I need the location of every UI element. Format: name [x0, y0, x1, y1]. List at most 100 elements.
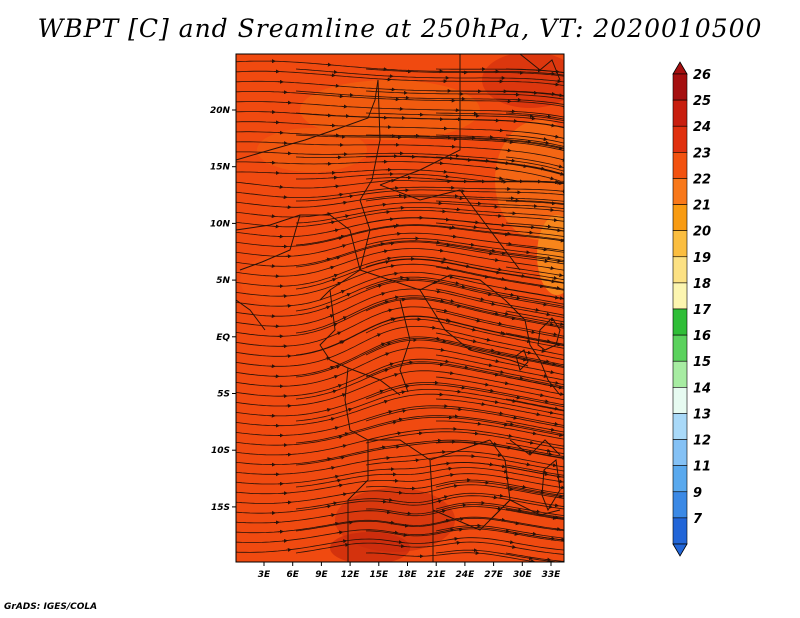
streamline-arrow — [448, 371, 455, 376]
colorbar-swatch — [672, 465, 688, 493]
colorbar-swatch — [672, 439, 688, 466]
streamline — [295, 517, 564, 532]
streamline — [435, 112, 564, 122]
streamline-arrow — [448, 299, 455, 304]
streamline-arrow — [548, 370, 555, 375]
streamline-arrow — [325, 457, 332, 462]
streamline-arrow — [397, 417, 404, 422]
streamline — [236, 473, 564, 495]
streamline-arrow — [548, 383, 555, 388]
colorbar-label: 20 — [693, 225, 711, 240]
streamline — [435, 549, 562, 562]
streamline-arrow — [542, 259, 549, 263]
streamline-arrow — [459, 284, 466, 289]
lat-tick-label: 10S — [211, 446, 230, 456]
streamline — [236, 405, 564, 436]
streamline — [236, 506, 564, 524]
streamline — [365, 196, 564, 205]
streamline-arrow — [520, 484, 527, 489]
streamline-arrow — [378, 389, 384, 394]
streamline-arrow — [464, 264, 471, 269]
streamline-arrow — [538, 284, 545, 289]
streamline-arrow — [329, 417, 336, 422]
streamline-arrow — [450, 234, 457, 239]
streamline — [236, 288, 564, 327]
streamline — [236, 358, 564, 397]
streamline-arrow — [347, 194, 354, 199]
streamline — [435, 310, 564, 339]
grads-credit: GrADS: IGES/COLA — [4, 602, 98, 612]
streamline-arrow — [341, 316, 348, 321]
streamline-arrow — [529, 559, 536, 562]
streamline-arrow — [443, 359, 450, 364]
streamline-arrow — [493, 400, 500, 404]
streamline — [435, 288, 564, 316]
streamline-arrow — [482, 274, 489, 279]
streamline-arrow — [493, 311, 500, 316]
streamline-arrow — [382, 399, 389, 404]
streamline-arrow — [533, 307, 540, 312]
streamline-arrow — [434, 336, 441, 341]
streamline-arrow — [557, 164, 563, 169]
streamline-arrow — [341, 444, 348, 448]
colorbar-label: 17 — [693, 303, 712, 318]
streamline-arrow — [495, 351, 502, 356]
streamline — [295, 68, 564, 83]
streamline-arrow — [539, 166, 546, 171]
streamline-arrow — [508, 292, 515, 297]
streamline-arrow — [525, 350, 532, 355]
streamline-arrow — [488, 388, 495, 393]
streamline-arrow — [517, 376, 524, 381]
streamline-arrow — [524, 462, 531, 467]
lon-tick-label: 12E — [341, 570, 361, 580]
streamline-arrow — [539, 348, 546, 353]
streamline-arrow — [340, 393, 347, 398]
colorbar: 26 25 24 23 22 21 20 19 18 17 16 15 14 13 12 11 9 7 — [672, 61, 712, 557]
streamline-arrow — [391, 420, 398, 425]
streamline — [505, 244, 564, 253]
streamline-arrow — [543, 399, 550, 404]
streamline-arrow — [396, 540, 403, 545]
streamline-arrow — [498, 370, 505, 375]
streamline-arrow — [549, 427, 556, 432]
streamline — [365, 455, 564, 472]
streamline-arrow — [503, 381, 510, 386]
streamline-arrow — [324, 305, 331, 310]
colorbar-bottom-arrow — [672, 543, 688, 557]
streamline-arrow — [392, 373, 399, 377]
streamline — [295, 541, 564, 555]
lon-tick-label: 33E — [542, 570, 562, 580]
streamline-arrow — [436, 499, 443, 504]
streamline — [505, 464, 564, 476]
streamline — [295, 362, 564, 400]
streamline — [365, 318, 564, 349]
streamline-arrow — [333, 228, 340, 233]
streamline-arrow — [345, 293, 351, 297]
streamline — [295, 415, 564, 444]
streamline-arrow — [376, 284, 383, 289]
streamline-arrow — [332, 374, 339, 379]
streamline-arrow — [331, 501, 338, 506]
streamline-arrow — [553, 515, 560, 520]
colorbar-swatch — [672, 73, 688, 101]
streamline-arrow — [545, 114, 552, 119]
streamline-arrow — [541, 137, 548, 142]
streamline-arrow — [483, 382, 490, 387]
streamline-arrow — [508, 422, 515, 427]
streamline-arrow — [395, 431, 402, 436]
streamline-arrow — [514, 296, 521, 300]
streamline-arrow — [493, 258, 500, 262]
colorbar-swatch — [672, 282, 688, 310]
streamline-arrow — [339, 455, 346, 460]
streamline — [505, 420, 564, 433]
streamline-arrow — [442, 495, 449, 500]
streamline — [365, 90, 564, 100]
colorbar-swatch — [672, 230, 688, 258]
streamline-arrow — [333, 426, 340, 431]
streamline-arrow — [545, 448, 552, 453]
streamline-arrow — [343, 214, 350, 219]
colorbar-label: 25 — [693, 94, 711, 109]
streamline-arrow — [329, 465, 336, 470]
lon-tick-label: 3E — [258, 570, 271, 580]
colorbar-swatch — [672, 387, 688, 414]
